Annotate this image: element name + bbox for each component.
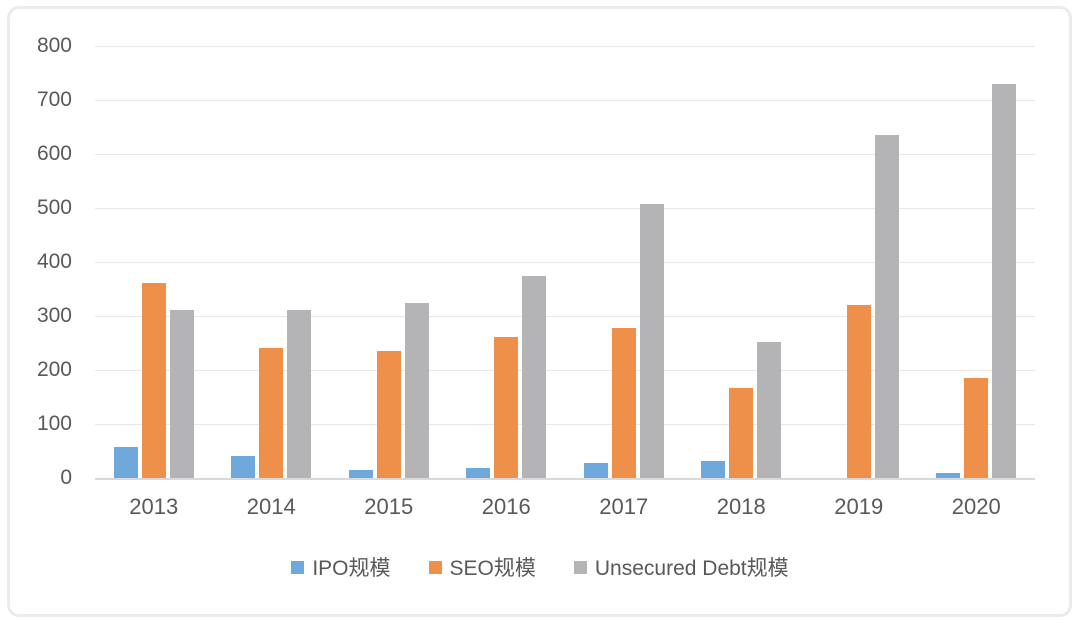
bar-2018-SEO规模	[729, 387, 754, 478]
chart-legend: IPO规模 SEO规模 Unsecured Debt规模	[0, 552, 1080, 582]
gridline-y-400	[95, 262, 1035, 263]
bar-2015-SEO规模	[376, 350, 401, 478]
y-tick-label-100: 100	[36, 412, 72, 435]
x-tick-label-2018: 2018	[716, 494, 766, 519]
bar-2017-IPO规模	[583, 463, 608, 478]
legend-item-SEO规模: SEO规模	[428, 552, 536, 582]
bar-2014-Unsecured Debt规模	[287, 310, 312, 478]
bar-2013-Unsecured Debt规模	[169, 310, 194, 478]
x-tick-label-2019: 2019	[834, 494, 884, 519]
bar-2020-IPO规模	[936, 473, 961, 478]
bar-2017-Unsecured Debt规模	[639, 203, 664, 478]
legend-swatch-icon	[291, 560, 305, 574]
gridline-y-200	[95, 370, 1035, 371]
bar-2013-SEO规模	[141, 282, 166, 478]
y-tick-label-400: 400	[36, 250, 72, 273]
gridline-y-500	[95, 208, 1035, 209]
y-tick-label-600: 600	[36, 142, 72, 165]
legend-item-Unsecured Debt规模: Unsecured Debt规模	[573, 552, 789, 582]
bar-2016-SEO规模	[494, 336, 519, 478]
y-tick-label-300: 300	[36, 304, 72, 327]
bar-2013-IPO规模	[113, 447, 138, 478]
legend-swatch-icon	[428, 560, 442, 574]
bar-2014-SEO规模	[259, 347, 284, 478]
bar-2014-IPO规模	[231, 455, 256, 478]
bar-2016-Unsecured Debt规模	[522, 276, 547, 478]
bar-2015-Unsecured Debt规模	[404, 302, 429, 478]
legend-label: IPO规模	[312, 557, 391, 580]
gridline-y-700	[95, 100, 1035, 101]
plot-area	[95, 46, 1035, 480]
bar-2020-Unsecured Debt规模	[992, 84, 1017, 478]
legend-swatch-icon	[573, 560, 587, 574]
bar-2016-IPO规模	[466, 468, 491, 478]
x-tick-label-2020: 2020	[951, 494, 1001, 519]
x-tick-label-2016: 2016	[481, 494, 531, 519]
y-tick-label-800: 800	[36, 34, 72, 57]
bar-2020-SEO规模	[964, 378, 989, 478]
bar-2019-SEO规模	[846, 304, 871, 478]
legend-item-IPO规模: IPO规模	[291, 552, 391, 582]
x-tick-label-2017: 2017	[599, 494, 649, 519]
x-axis-line	[95, 478, 1035, 480]
gridline-y-600	[95, 154, 1035, 155]
bar-2019-Unsecured Debt规模	[874, 134, 899, 478]
x-tick-label-2013: 2013	[129, 494, 179, 519]
x-tick-label-2015: 2015	[364, 494, 414, 519]
bar-2018-Unsecured Debt规模	[757, 341, 782, 478]
bar-2018-IPO规模	[701, 460, 726, 478]
x-tick-label-2014: 2014	[246, 494, 296, 519]
y-tick-label-500: 500	[36, 196, 72, 219]
legend-label: SEO规模	[449, 557, 536, 580]
legend-label: Unsecured Debt规模	[594, 557, 789, 580]
bar-2017-SEO规模	[611, 327, 636, 478]
gridline-y-800	[95, 46, 1035, 47]
bar-2015-IPO规模	[348, 470, 373, 478]
gridline-y-300	[95, 316, 1035, 317]
y-tick-label-0: 0	[60, 466, 72, 489]
gridline-y-100	[95, 424, 1035, 425]
y-tick-label-700: 700	[36, 88, 72, 111]
y-tick-label-200: 200	[36, 358, 72, 381]
